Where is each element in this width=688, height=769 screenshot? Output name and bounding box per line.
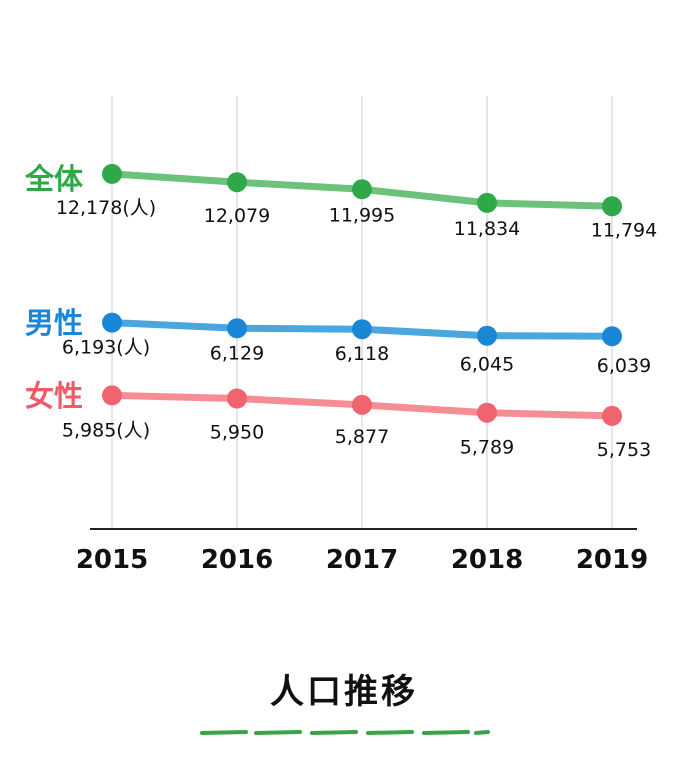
data-label-total-2016: 12,079 bbox=[204, 205, 270, 227]
data-label-total-2019: 11,794 bbox=[591, 219, 657, 241]
data-label-total-2018: 11,834 bbox=[454, 218, 520, 240]
data-point-male-2015 bbox=[102, 312, 122, 333]
series-male: 6,193(人) 6,129 6,118 6,045 6,039 男性 bbox=[25, 306, 651, 377]
data-label-female-2019: 5,753 bbox=[597, 439, 651, 461]
x-tick-2015: 2015 bbox=[76, 545, 148, 575]
series-name-total: 全体 bbox=[24, 162, 84, 196]
underline-dash-0 bbox=[200, 730, 248, 735]
data-label-female-2017: 5,877 bbox=[335, 426, 389, 448]
data-point-total-2019 bbox=[602, 196, 622, 217]
chart-title: 人口推移 bbox=[270, 672, 418, 712]
data-label-female-2015: 5,985(人) bbox=[62, 419, 150, 441]
data-label-female-2018: 5,789 bbox=[460, 437, 514, 459]
title-underline bbox=[200, 730, 490, 735]
data-point-female-2019 bbox=[602, 405, 622, 426]
data-label-male-2015: 6,193(人) bbox=[62, 337, 150, 359]
grid-lines bbox=[111, 96, 613, 529]
data-point-female-2016 bbox=[227, 388, 247, 409]
x-tick-2019: 2019 bbox=[576, 545, 648, 575]
data-label-male-2017: 6,118 bbox=[335, 343, 389, 365]
underline-dash-1 bbox=[254, 730, 302, 735]
data-point-female-2015 bbox=[102, 385, 122, 406]
data-point-total-2016 bbox=[227, 172, 247, 193]
data-point-male-2017 bbox=[352, 319, 372, 340]
series-female: 5,985(人) 5,950 5,877 5,789 5,753 女性 bbox=[25, 379, 651, 461]
data-point-total-2018 bbox=[477, 192, 497, 213]
series-name-female: 女性 bbox=[25, 379, 83, 413]
x-tick-2017: 2017 bbox=[326, 545, 398, 575]
data-label-female-2016: 5,950 bbox=[210, 422, 264, 444]
data-point-male-2016 bbox=[227, 318, 247, 339]
data-point-male-2018 bbox=[477, 325, 497, 346]
underline-dash-4 bbox=[422, 730, 470, 735]
series-total: 12,178(人) 12,079 11,995 11,834 11,794 全体 bbox=[24, 162, 657, 241]
data-point-female-2018 bbox=[477, 402, 497, 423]
underline-dash-2 bbox=[310, 730, 358, 735]
series-name-male: 男性 bbox=[25, 306, 83, 340]
underline-dash-3 bbox=[366, 730, 414, 735]
series-group: 12,178(人) 12,079 11,995 11,834 11,794 全体 6,193… bbox=[24, 162, 657, 461]
x-tick-2016: 2016 bbox=[201, 545, 273, 575]
x-tick-labels: 2015 2016 2017 2018 2019 bbox=[76, 545, 648, 575]
data-point-total-2015 bbox=[102, 163, 122, 184]
x-tick-2018: 2018 bbox=[451, 545, 523, 575]
data-point-female-2017 bbox=[352, 394, 372, 415]
data-point-total-2017 bbox=[352, 179, 372, 200]
data-label-total-2015: 12,178(人) bbox=[56, 197, 156, 219]
data-label-male-2019: 6,039 bbox=[597, 355, 651, 377]
data-label-male-2018: 6,045 bbox=[460, 354, 514, 376]
underline-dash-5 bbox=[474, 730, 490, 735]
data-label-total-2017: 11,995 bbox=[329, 204, 395, 226]
data-label-male-2016: 6,129 bbox=[210, 342, 264, 364]
data-point-male-2019 bbox=[602, 326, 622, 347]
